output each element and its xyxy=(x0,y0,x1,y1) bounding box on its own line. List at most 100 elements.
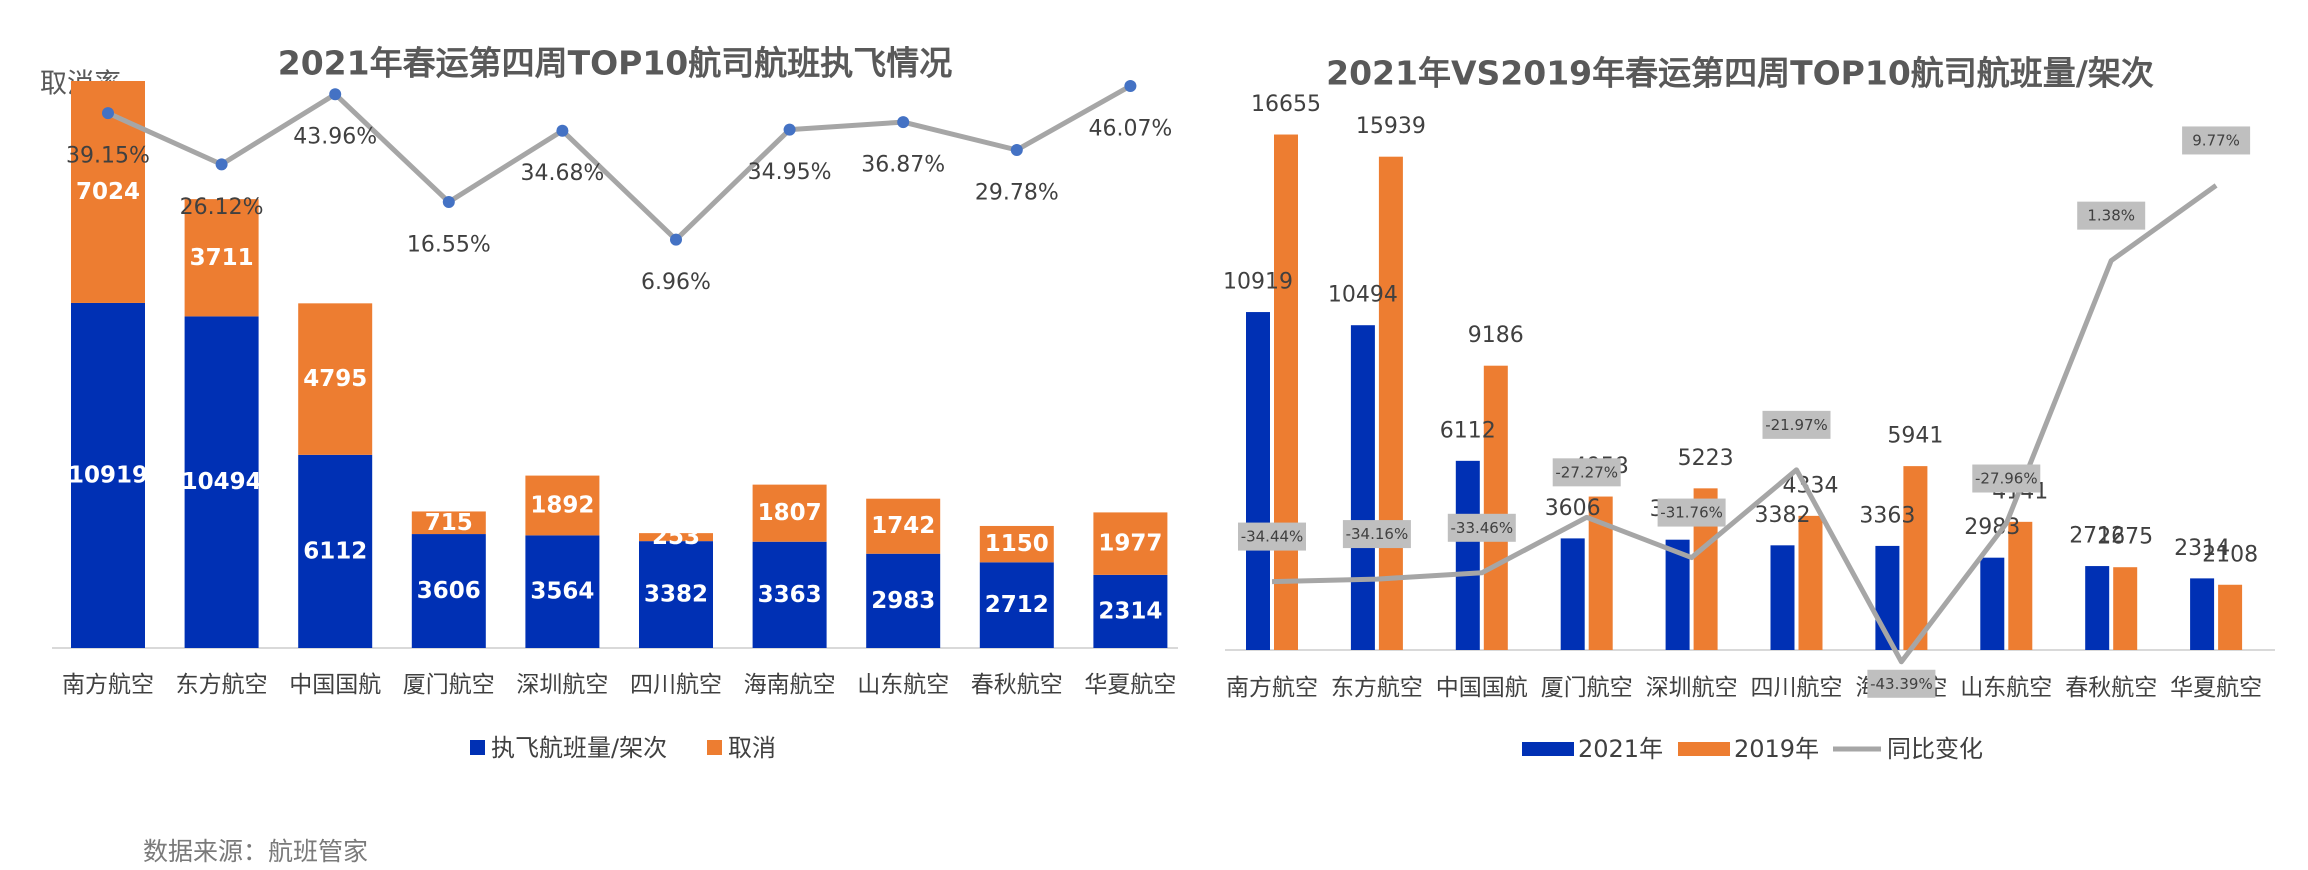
data-label-2021: 2983 xyxy=(1964,515,2020,540)
category-label: 中国国航 xyxy=(289,672,381,698)
category-label: 深圳航空 xyxy=(516,672,608,698)
bar-2021 xyxy=(2085,566,2110,650)
legend-label-cancelled: 取消 xyxy=(728,734,776,762)
category-label: 四川航空 xyxy=(630,672,722,698)
yoy-label-box xyxy=(1342,520,1411,549)
yoy-label-box xyxy=(2077,201,2146,230)
bar-2019 xyxy=(1378,156,1403,651)
bar-2019 xyxy=(1903,466,1928,650)
bar-flown xyxy=(639,541,713,648)
line-marker xyxy=(1124,79,1137,92)
category-label: 四川航空 xyxy=(1751,675,1843,701)
bar-cancelled xyxy=(752,484,827,542)
data-label-2021: 10919 xyxy=(1223,270,1293,295)
bar-2021 xyxy=(1980,557,2005,650)
category-label: 山东航空 xyxy=(1960,675,2052,701)
legend-label-2021: 2021年 xyxy=(1578,735,1663,763)
cancel-rate-label: 16.55% xyxy=(407,232,491,257)
data-label-flown: 6112 xyxy=(303,538,367,564)
category-label: 东方航空 xyxy=(1331,675,1423,701)
bar-2021 xyxy=(1455,460,1480,650)
data-label-2021: 6112 xyxy=(1440,418,1496,443)
category-label: 海南航空 xyxy=(744,672,836,698)
bar-2019 xyxy=(1274,134,1298,650)
data-label-flown: 3564 xyxy=(530,579,594,605)
bar-2019 xyxy=(1798,515,1823,650)
line-marker xyxy=(215,158,228,171)
data-label-2021: 3382 xyxy=(1755,503,1811,528)
line-marker xyxy=(556,124,569,137)
bar-2021 xyxy=(1246,312,1270,650)
cancel-rate-label: 46.07% xyxy=(1088,116,1172,141)
bar-flown xyxy=(752,541,827,648)
category-label: 东方航空 xyxy=(176,672,268,698)
yoy-label: -43.39% xyxy=(1870,675,1933,693)
data-label-2019: 2108 xyxy=(2202,542,2258,567)
yoy-label: -34.16% xyxy=(1346,525,1409,543)
data-label-flown: 2712 xyxy=(985,592,1049,618)
yoy-label-box xyxy=(2182,126,2251,155)
yoy-label: 9.77% xyxy=(2192,131,2240,149)
cancel-rate-label: 34.68% xyxy=(520,161,604,186)
legend-swatch-2019 xyxy=(1678,742,1730,756)
yoy-label: -27.96% xyxy=(1975,470,2038,488)
data-label-flown: 3606 xyxy=(417,578,481,604)
cancel-rate-label: 29.78% xyxy=(975,180,1059,205)
bar-cancelled xyxy=(298,303,373,455)
yoy-label-box xyxy=(1552,458,1621,487)
data-label-2021: 2712 xyxy=(2069,524,2125,549)
bar-cancelled xyxy=(1093,512,1168,575)
data-label-2019: 5223 xyxy=(1678,446,1734,471)
data-label-cancelled: 1892 xyxy=(530,492,594,518)
bar-cancelled xyxy=(184,199,259,317)
data-label-2021: 3363 xyxy=(1859,503,1915,528)
bar-cancelled xyxy=(866,498,941,554)
line-marker xyxy=(897,116,910,129)
cancel-rate-label: 26.12% xyxy=(180,195,264,220)
data-label-2019: 15939 xyxy=(1356,114,1426,139)
data-label-2019: 2675 xyxy=(2097,525,2153,550)
line-marker xyxy=(329,88,342,101)
legend-swatch-flown xyxy=(470,740,485,755)
data-label-cancelled: 1977 xyxy=(1098,531,1162,557)
data-label-2019: 16655 xyxy=(1251,92,1321,117)
yoy-label: -27.27% xyxy=(1555,463,1618,481)
data-label-2021: 10494 xyxy=(1328,283,1398,308)
line-cancel-rate xyxy=(106,83,1132,243)
cancel-rate-label: 6.96% xyxy=(641,270,711,295)
data-label-2019: 9186 xyxy=(1468,323,1524,348)
category-label: 中国国航 xyxy=(1436,675,1528,701)
category-label: 深圳航空 xyxy=(1646,675,1738,701)
bar-2019 xyxy=(2008,521,2033,650)
category-label: 春秋航空 xyxy=(2065,675,2157,701)
line-marker xyxy=(102,107,114,120)
bar-flown xyxy=(979,562,1054,648)
bar-flown xyxy=(866,553,941,648)
legend-label-yoy: 同比变化 xyxy=(1887,735,1983,763)
data-label-cancelled: 1742 xyxy=(871,513,935,539)
data-label-cancelled: 4795 xyxy=(303,366,367,392)
line-marker xyxy=(442,195,455,208)
data-label-cancelled: 1150 xyxy=(985,531,1049,557)
bar-flown xyxy=(71,302,145,648)
data-label-cancelled: 1807 xyxy=(758,500,822,526)
category-label: 山东航空 xyxy=(857,672,949,698)
yoy-label: -34.44% xyxy=(1241,528,1304,546)
category-label: 厦门航空 xyxy=(403,672,495,698)
bar-2021 xyxy=(1665,539,1690,650)
data-label-2021: 2314 xyxy=(2174,536,2230,561)
data-label-flown: 10919 xyxy=(68,462,148,488)
chart-left-cancellations: 2021年春运第四周TOP10航司航班执飞情况取消率109197024南方航空1… xyxy=(40,44,1178,762)
bar-cancelled xyxy=(639,533,713,542)
bar-2019 xyxy=(2218,584,2243,650)
category-label: 南方航空 xyxy=(62,672,154,698)
category-label: 厦门航空 xyxy=(1541,675,1633,701)
bar-flown xyxy=(184,316,259,648)
bar-flown xyxy=(298,454,373,648)
yoy-label-box xyxy=(1238,522,1306,551)
bar-2019 xyxy=(2113,567,2138,650)
yoy-label: -21.97% xyxy=(1765,416,1828,434)
bar-cancelled xyxy=(411,511,486,535)
yoy-label: 1.38% xyxy=(2087,207,2135,225)
